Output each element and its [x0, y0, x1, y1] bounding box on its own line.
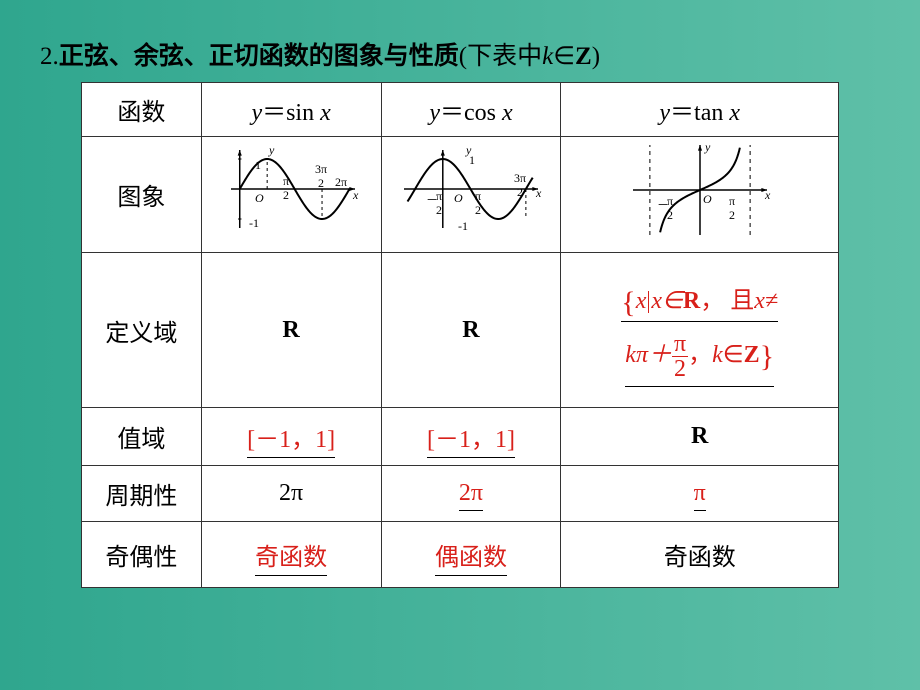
svg-text:2: 2 — [283, 188, 289, 202]
svg-text:-1: -1 — [249, 216, 259, 230]
hdr-cos: y＝cos x — [381, 83, 561, 137]
in-sym: ∈ — [553, 43, 575, 70]
parity-row: 奇偶性 奇函数 偶函数 奇函数 — [82, 522, 839, 588]
period-row: 周期性 2π 2π π — [82, 466, 839, 522]
parity-cos: 偶函数 — [381, 522, 561, 588]
domain-sin: R — [201, 253, 381, 408]
svg-text:O: O — [255, 191, 264, 205]
graph-cos: y1Oπ2－π23π2-1x — [381, 137, 561, 253]
label-parity: 奇偶性 — [82, 522, 202, 588]
range-row: 值域 [－1，1] [－1，1] R — [82, 408, 839, 466]
header-row: 函数 y＝sin x y＝cos x y＝tan x — [82, 83, 839, 137]
domain-cos: R — [381, 253, 561, 408]
domain-tan: {xx∈R， 且x≠ kπ＋π2，k∈Z} — [561, 253, 839, 408]
period-cos: 2π — [381, 466, 561, 522]
var-k: k — [542, 43, 553, 70]
svg-text:2: 2 — [729, 208, 735, 222]
title-text: 正弦、余弦、正切函数的图象与性质 — [59, 43, 459, 70]
svg-text:2: 2 — [318, 176, 324, 190]
graph-sin: y1O-1π23π22πx — [201, 137, 381, 253]
svg-text:y: y — [704, 140, 711, 154]
title-num: 2. — [40, 43, 59, 70]
paren-l: ( — [459, 43, 467, 70]
svg-text:3π: 3π — [315, 162, 327, 176]
svg-text:3π: 3π — [514, 171, 526, 185]
hdr-tan: y＝tan x — [561, 83, 839, 137]
cond-pre: 下表中 — [467, 43, 542, 70]
hdr-function: 函数 — [82, 83, 202, 137]
svg-text:π: π — [283, 174, 289, 188]
svg-text:1: 1 — [255, 158, 261, 172]
hdr-sin: y＝sin x — [201, 83, 381, 137]
svg-text:π: π — [729, 194, 735, 208]
graph-row: 图象 y1O-1π23π22πx y1Oπ2－π23π2-1x yOπ2－π2x — [82, 137, 839, 253]
period-tan: π — [561, 466, 839, 522]
label-period: 周期性 — [82, 466, 202, 522]
svg-text:2π: 2π — [335, 175, 347, 189]
range-sin: [－1，1] — [201, 408, 381, 466]
domain-row: 定义域 R R {xx∈R， 且x≠ kπ＋π2，k∈Z} — [82, 253, 839, 408]
range-cos: [－1，1] — [381, 408, 561, 466]
svg-text:x: x — [352, 188, 359, 202]
set-z: Z — [575, 43, 592, 70]
svg-text:－: － — [657, 198, 669, 212]
svg-text:y: y — [268, 143, 275, 157]
period-sin: 2π — [201, 466, 381, 522]
parity-sin: 奇函数 — [201, 522, 381, 588]
label-range: 值域 — [82, 408, 202, 466]
svg-text:2: 2 — [475, 203, 481, 217]
svg-text:x: x — [535, 186, 542, 200]
label-domain: 定义域 — [82, 253, 202, 408]
svg-text:x: x — [764, 188, 771, 202]
section-title: 2.正弦、余弦、正切函数的图象与性质(下表中k∈Z) — [40, 36, 920, 72]
parity-tan: 奇函数 — [561, 522, 839, 588]
label-graph: 图象 — [82, 137, 202, 253]
svg-text:1: 1 — [469, 153, 475, 167]
graph-tan: yOπ2－π2x — [561, 137, 839, 253]
properties-table: 函数 y＝sin x y＝cos x y＝tan x 图象 y1O-1π23π2… — [81, 82, 839, 588]
range-tan: R — [561, 408, 839, 466]
svg-text:2: 2 — [517, 185, 523, 199]
svg-text:O: O — [454, 191, 463, 205]
svg-text:-1: -1 — [458, 219, 468, 233]
svg-text:π: π — [475, 189, 481, 203]
svg-text:－: － — [426, 193, 438, 207]
paren-r: ) — [592, 43, 600, 70]
svg-text:O: O — [703, 192, 712, 206]
